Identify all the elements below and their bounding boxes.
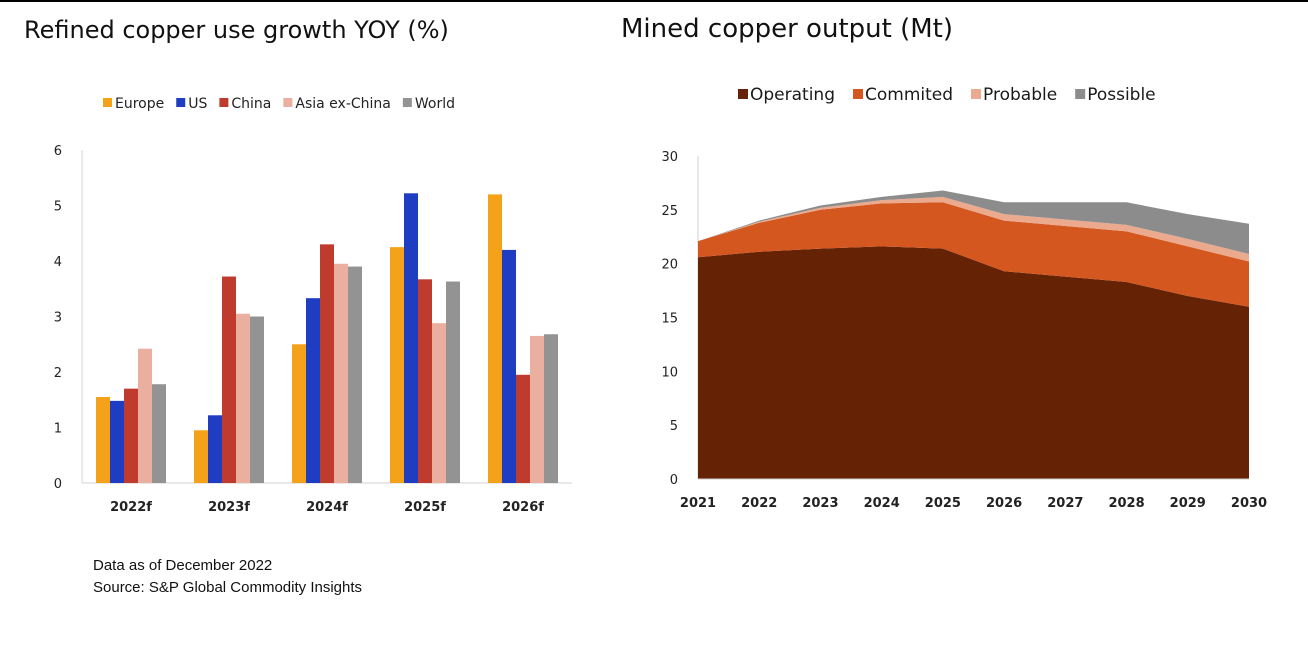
bar-europe-2022f — [96, 396, 110, 483]
legend-label-world: World — [415, 96, 455, 112]
x-tick-label: 2021 — [680, 496, 716, 511]
x-tick-label: 2028 — [1108, 496, 1144, 511]
y-tick-label: 5 — [54, 200, 62, 215]
bar-us-2023f — [208, 415, 222, 483]
legend-label-china: China — [231, 96, 271, 112]
y-tick-label: 1 — [54, 422, 62, 437]
y-tick-label: 10 — [661, 365, 678, 380]
bar-europe-2024f — [292, 344, 306, 483]
right-chart-title: Mined copper output (Mt) — [621, 14, 953, 44]
x-tick-label: 2026 — [986, 496, 1022, 511]
legend-swatch-world — [402, 98, 412, 107]
bar-china-2026f — [516, 374, 530, 483]
y-tick-label: 5 — [670, 419, 678, 434]
legend-swatch-asia-ex-china — [283, 98, 293, 107]
y-tick-label: 15 — [661, 312, 678, 327]
x-tick-label: 2024 — [864, 496, 900, 511]
top-rule — [0, 0, 1308, 2]
bar-world-2023f — [250, 316, 264, 483]
x-tick-label: 2022f — [110, 500, 152, 515]
y-tick-label: 6 — [54, 144, 62, 159]
x-tick-label: 2027 — [1047, 496, 1083, 511]
bar-world-2024f — [348, 266, 362, 483]
bar-china-2022f — [124, 388, 138, 483]
legend-label-us: US — [188, 96, 207, 112]
legend-swatch-us — [176, 98, 186, 107]
legend-swatch-possible — [1075, 89, 1086, 99]
legend-label-probable: Probable — [983, 85, 1057, 105]
x-tick-label: 2022 — [741, 496, 777, 511]
bar-us-2022f — [110, 400, 124, 483]
bar-us-2026f — [502, 249, 516, 483]
bar-europe-2023f — [194, 430, 208, 483]
x-tick-label: 2030 — [1231, 496, 1267, 511]
legend-label-asia-ex-china: Asia ex-China — [295, 96, 390, 112]
bar-us-2025f — [404, 193, 418, 484]
bar-us-2024f — [306, 298, 320, 483]
area-possible — [698, 190, 1249, 254]
x-tick-label: 2026f — [502, 500, 544, 515]
footnote-source: Source: S&P Global Commodity Insights — [93, 579, 363, 596]
area-probable — [698, 196, 1249, 262]
bar-china-2024f — [320, 244, 334, 483]
y-tick-label: 25 — [661, 204, 678, 219]
bar-asia-ex-china-2023f — [236, 313, 250, 483]
y-tick-label: 20 — [661, 258, 678, 273]
bar-china-2025f — [418, 279, 432, 483]
y-tick-label: 0 — [54, 477, 62, 492]
bar-europe-2025f — [390, 247, 404, 483]
legend-swatch-europe — [103, 98, 112, 107]
x-tick-label: 2025f — [404, 500, 446, 515]
y-tick-label: 4 — [54, 255, 62, 270]
left-bar-chart: 0 1 2 3 4 5 6 2022f 2023f 2024f 2025f 2026f Europe US… — [54, 96, 572, 515]
left-chart-title: Refined copper use growth YOY (%) — [24, 16, 449, 44]
y-tick-label: 2 — [54, 366, 62, 381]
area-commited — [698, 202, 1249, 307]
y-tick-label: 30 — [661, 150, 678, 165]
x-tick-label: 2024f — [306, 500, 348, 515]
footnote-date: Data as of December 2022 — [93, 557, 273, 574]
legend-label-europe: Europe — [115, 96, 164, 112]
legend-label-commited: Commited — [865, 85, 953, 105]
legend-swatch-commited — [853, 89, 863, 99]
bar-asia-ex-china-2026f — [530, 335, 544, 483]
bar-china-2023f — [222, 276, 236, 483]
y-tick-label: 3 — [54, 311, 62, 326]
bar-asia-ex-china-2022f — [138, 348, 152, 483]
bar-asia-ex-china-2024f — [334, 263, 348, 483]
bar-europe-2026f — [488, 194, 502, 483]
bar-world-2022f — [152, 384, 166, 483]
bar-world-2025f — [446, 281, 460, 483]
bar-world-2026f — [544, 334, 558, 483]
x-tick-label: 2023f — [208, 500, 250, 515]
bar-asia-ex-china-2025f — [432, 323, 446, 483]
legend-label-possible: Possible — [1087, 85, 1155, 105]
legend-swatch-probable — [971, 89, 982, 99]
x-tick-label: 2029 — [1170, 496, 1206, 511]
legend-swatch-operating — [738, 89, 748, 99]
legend-label-operating: Operating — [750, 85, 835, 105]
legend-swatch-china — [219, 98, 229, 107]
y-tick-label: 0 — [670, 473, 678, 488]
x-tick-label: 2025 — [925, 496, 961, 511]
area-operating — [698, 246, 1249, 479]
x-tick-label: 2023 — [802, 496, 838, 511]
